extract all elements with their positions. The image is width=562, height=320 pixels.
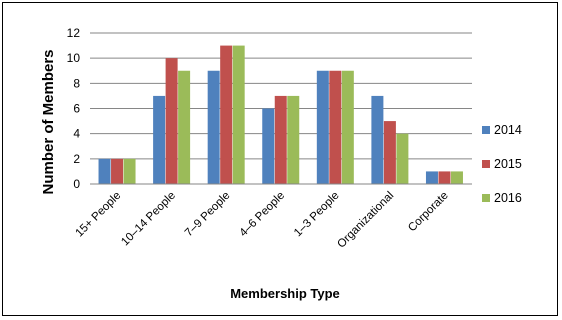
bar-2015 — [165, 58, 178, 184]
x-tick-label: 4–6 People — [237, 190, 287, 240]
legend-swatch — [482, 194, 490, 202]
y-axis-title: Number of Members — [40, 49, 57, 194]
bar-2014 — [207, 70, 220, 184]
bar-2014 — [371, 95, 384, 184]
bar-2016 — [287, 95, 300, 184]
legend-swatch — [482, 126, 490, 134]
bar-2015 — [438, 171, 451, 184]
y-tick-label: 0 — [73, 177, 80, 191]
legend-swatch — [482, 160, 490, 168]
bar-2014 — [262, 108, 275, 184]
legend-label: 2016 — [494, 191, 522, 205]
bar-2014 — [153, 95, 166, 184]
x-tick-label: 7–9 People — [183, 190, 233, 240]
y-tick-label: 8 — [73, 76, 80, 90]
bar-2016 — [178, 70, 191, 184]
bar-2014 — [98, 158, 111, 184]
bar-2014 — [316, 70, 329, 184]
bar-2016 — [341, 70, 354, 184]
y-tick-labels: 0 2 4 6 8 10 12 — [67, 26, 81, 191]
bars — [98, 45, 463, 185]
y-tick-label: 12 — [67, 26, 81, 40]
y-tick-label: 10 — [67, 51, 81, 65]
x-tick-label: 1–3 People — [292, 190, 342, 240]
bar-2016 — [450, 171, 463, 184]
y-tick-label: 4 — [73, 127, 80, 141]
bar-2016 — [123, 158, 136, 184]
legend-label: 2014 — [494, 123, 522, 137]
bar-2015 — [329, 70, 342, 184]
legend-label: 2015 — [494, 157, 522, 171]
bar-2014 — [425, 171, 438, 184]
x-tick-label: Corporate — [406, 190, 451, 235]
bar-2015 — [274, 95, 287, 184]
x-tick-label: 15+ People — [74, 190, 124, 240]
y-tick-label: 2 — [73, 152, 80, 166]
x-axis-title: Membership Type — [230, 286, 340, 301]
x-tick-label: Organizational — [335, 190, 396, 251]
bar-2015 — [220, 45, 233, 185]
bar-2015 — [111, 158, 124, 184]
x-tick-label: 10–14 People — [119, 190, 178, 249]
bar-2016 — [232, 45, 245, 185]
y-tick-label: 6 — [73, 102, 80, 116]
bar-2015 — [383, 121, 396, 184]
bar-2016 — [396, 133, 409, 184]
legend: 2014 2015 2016 — [482, 123, 522, 205]
